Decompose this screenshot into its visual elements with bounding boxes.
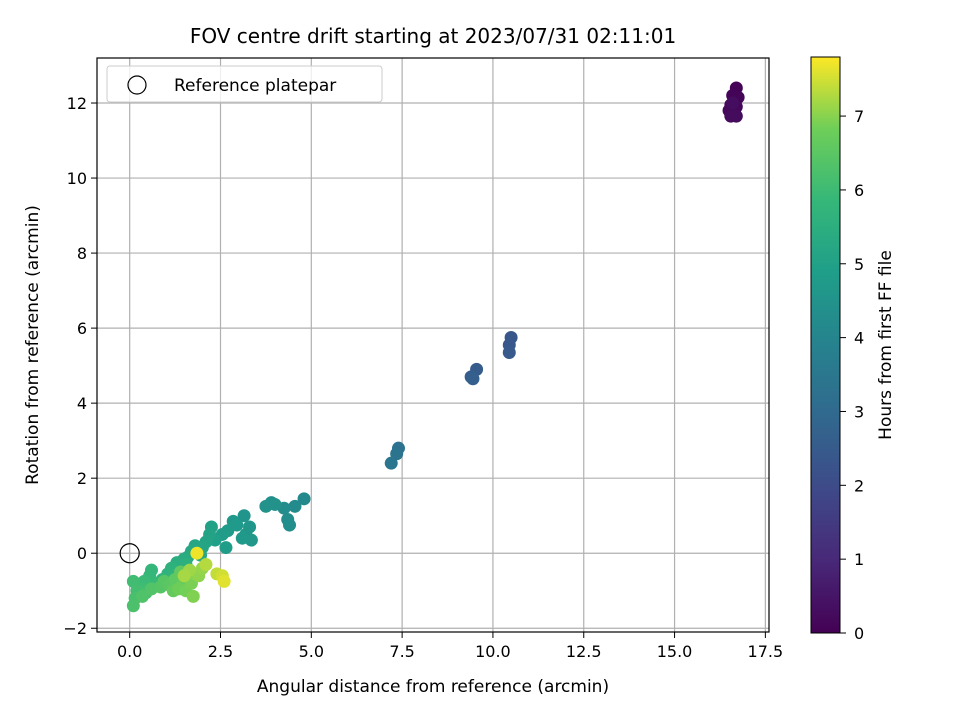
data-point <box>466 372 480 386</box>
data-point <box>297 492 311 506</box>
x-axis-label: Angular distance from reference (arcmin) <box>257 677 609 697</box>
data-point <box>288 499 302 513</box>
colorbar-label: Hours from first FF file <box>876 250 896 440</box>
colorbar-gradient <box>811 57 840 633</box>
data-point <box>199 557 213 571</box>
colorbar-tick-label: 0 <box>854 624 864 643</box>
colorbar-tick-label: 3 <box>854 402 864 421</box>
data-point <box>135 589 149 603</box>
data-point <box>384 456 398 470</box>
x-tick-label: 15.0 <box>657 642 693 661</box>
data-point <box>235 531 249 545</box>
colorbar: 0 1 2 3 4 5 6 7 Hours from first FF file <box>810 56 896 643</box>
data-point <box>729 109 743 123</box>
y-tick-label: 8 <box>77 244 87 263</box>
data-point <box>283 518 297 532</box>
data-point <box>217 574 231 588</box>
data-point <box>502 346 516 360</box>
x-tick-label: 12.5 <box>566 642 602 661</box>
legend: Reference platepar <box>106 65 383 103</box>
legend-box <box>106 65 383 103</box>
data-point <box>390 447 404 461</box>
data-points <box>126 81 745 613</box>
data-point <box>268 497 282 511</box>
colorbar-tick-label: 7 <box>854 107 864 126</box>
data-point <box>190 546 204 560</box>
colorbar-frame <box>810 56 841 634</box>
colorbar-tick-label: 1 <box>854 550 864 569</box>
x-tick-label: 10.0 <box>475 642 511 661</box>
y-tick-label: 2 <box>77 469 87 488</box>
y-tick-label: 12 <box>67 94 87 113</box>
y-tick-label: 6 <box>77 319 87 338</box>
colorbar-tick-label: 5 <box>854 255 864 274</box>
x-tick-label: 5.0 <box>299 642 324 661</box>
legend-reference-marker <box>127 75 147 95</box>
colorbar-tick-label: 2 <box>854 476 864 495</box>
data-point <box>219 541 233 555</box>
data-point <box>177 569 191 583</box>
reference-platepar-marker <box>119 543 140 564</box>
x-tick-label: 17.5 <box>748 642 784 661</box>
y-tick-label: 0 <box>77 544 87 563</box>
x-tick-label: 0.0 <box>117 642 142 661</box>
plot-frame <box>96 57 770 633</box>
y-axis-label: Rotation from reference (arcmin) <box>23 205 43 485</box>
reference-marker-layer <box>119 543 140 564</box>
y-tick-label: 4 <box>77 394 87 413</box>
x-axis-ticks: 0.0 2.5 5.0 7.5 10.0 12.5 15.0 17.5 <box>117 632 783 661</box>
x-tick-label: 2.5 <box>208 642 233 661</box>
y-tick-label: 10 <box>67 169 87 188</box>
y-tick-label: −2 <box>63 619 87 638</box>
colorbar-tick-label: 6 <box>854 181 864 200</box>
chart-title: FOV centre drift starting at 2023/07/31 … <box>190 24 676 48</box>
y-axis-ticks: −2 0 2 4 6 8 10 12 <box>63 94 97 638</box>
grid <box>97 58 769 632</box>
data-point <box>726 96 740 110</box>
colorbar-ticks: 0 1 2 3 4 5 6 7 <box>840 107 864 643</box>
data-point <box>237 509 251 523</box>
legend-entry-reference-platepar: Reference platepar <box>174 76 336 96</box>
x-tick-label: 7.5 <box>389 642 414 661</box>
colorbar-tick-label: 4 <box>854 329 864 348</box>
data-point <box>126 599 140 613</box>
data-point <box>186 589 200 603</box>
